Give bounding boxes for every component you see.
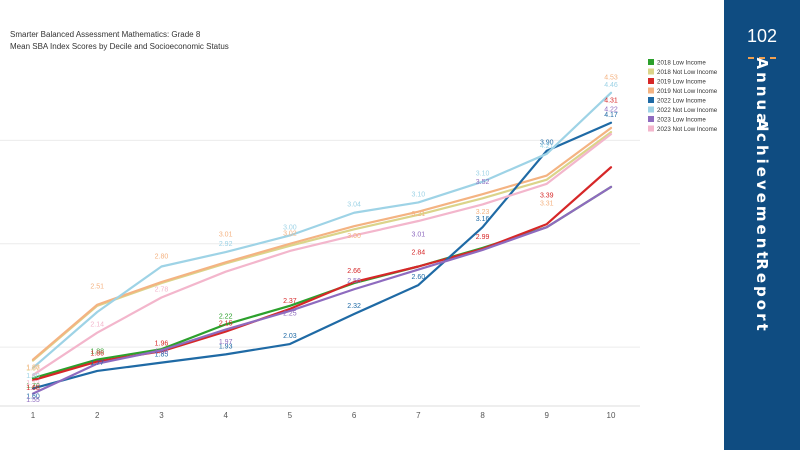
legend-swatch xyxy=(648,106,654,113)
x-tick-label: 7 xyxy=(416,411,421,420)
legend-label: 2022 Not Low Income xyxy=(657,107,718,114)
legend-label: 2023 Low Income xyxy=(657,117,706,124)
data-label: 2.51 xyxy=(90,283,104,290)
legend: 2018 Low Income 2018 Not Low Income 2019 L… xyxy=(648,59,718,133)
x-tick-label: 6 xyxy=(352,411,357,420)
data-label: 1.86 xyxy=(90,351,104,358)
data-label: 1.80 xyxy=(26,373,40,380)
side-banner: 102 Annual Achievement Report xyxy=(724,0,800,450)
data-label: 1.68 xyxy=(26,385,40,392)
data-label: 2.66 xyxy=(347,268,361,275)
page-number-accent xyxy=(748,57,776,59)
series-line xyxy=(31,126,613,361)
series-line xyxy=(31,185,613,380)
data-label: 3.04 xyxy=(347,202,361,209)
data-label: 1.85 xyxy=(155,352,169,359)
x-tick-label: 1 xyxy=(31,411,36,420)
data-label: 3.00 xyxy=(347,233,361,240)
series-line xyxy=(31,185,613,395)
legend-label: 2023 Not Low Income xyxy=(657,126,718,133)
data-label: 3.23 xyxy=(476,209,490,216)
data-label: 3.00 xyxy=(283,224,297,231)
data-label: 3.39 xyxy=(540,192,554,199)
data-label: 1.87 xyxy=(26,366,40,373)
legend-label: 2019 Not Low Income xyxy=(657,88,718,95)
data-label: 2.60 xyxy=(412,274,426,281)
x-tick-label: 8 xyxy=(480,411,485,420)
legend-swatch xyxy=(648,78,654,84)
data-label: 1.55 xyxy=(26,397,40,404)
chart-title: Smarter Balanced Assessment Mathematics:… xyxy=(10,30,201,39)
data-label: 1.93 xyxy=(219,343,233,350)
data-label: 2.25 xyxy=(283,310,297,317)
legend-swatch xyxy=(648,125,654,132)
data-label: 3.31 xyxy=(540,201,554,208)
data-label: 2.03 xyxy=(283,333,297,340)
data-label: 4.53 xyxy=(604,75,618,82)
data-label: 2.14 xyxy=(90,322,104,329)
legend-label: 2018 Low Income xyxy=(657,60,706,67)
x-tick-label: 2 xyxy=(95,411,100,420)
data-label: 3.52 xyxy=(476,179,490,186)
data-label: 1.97 xyxy=(219,339,233,346)
data-label: 4.27 xyxy=(540,143,554,150)
data-label: 4.31 xyxy=(604,97,618,104)
x-tick-label: 4 xyxy=(223,411,228,420)
data-label: 2.22 xyxy=(219,313,233,320)
data-labels: 1.70 1.88 2.22 1.87 1.68 1.86 1.96 2.15 2.37 2.66… xyxy=(26,75,618,404)
data-label: 2.78 xyxy=(155,287,169,294)
legend-swatch xyxy=(648,68,654,75)
series-line xyxy=(31,133,613,377)
data-label: 1.88 xyxy=(90,349,104,356)
data-label: 2.99 xyxy=(476,234,490,241)
series-line xyxy=(31,121,613,390)
page-number: 102 xyxy=(746,26,778,46)
data-label: 1.77 xyxy=(90,360,104,367)
x-tick-label: 10 xyxy=(607,411,616,420)
series-line xyxy=(31,91,613,369)
x-tick-label: 5 xyxy=(288,411,293,420)
banner-word-achievement: Achievement xyxy=(753,118,771,262)
data-label: 2.15 xyxy=(219,321,233,328)
data-label: 2.84 xyxy=(412,249,426,256)
data-label: 3.21 xyxy=(412,211,426,218)
legend-label: 2019 Low Income xyxy=(657,79,706,86)
x-tick-label: 3 xyxy=(159,411,164,420)
legend-swatch xyxy=(648,116,654,122)
x-axis-ticks: 1 2 3 4 5 6 7 8 9 10 xyxy=(31,411,616,420)
data-label: 3.01 xyxy=(412,232,426,239)
legend-swatch xyxy=(648,97,654,103)
data-label: 3.10 xyxy=(476,171,490,178)
chart-subtitle: Mean SBA Index Scores by Decile and Soci… xyxy=(10,42,229,51)
data-label: 1.60 xyxy=(26,393,40,400)
data-label: 2.92 xyxy=(219,241,233,248)
data-label: 2.80 xyxy=(155,253,169,260)
data-label: 1.88 xyxy=(26,365,40,372)
legend-label: 2022 Low Income xyxy=(657,98,706,105)
data-label: 1.88 xyxy=(155,349,169,356)
data-label: 2.32 xyxy=(347,303,361,310)
data-label: 2.37 xyxy=(283,298,297,305)
data-label: 1.73 xyxy=(26,380,40,387)
data-label: 3.16 xyxy=(476,216,490,223)
series-line xyxy=(31,166,613,382)
data-label: 4.22 xyxy=(604,107,618,114)
series-line xyxy=(31,130,613,362)
data-label: 4.17 xyxy=(604,112,618,119)
data-label: 3.90 xyxy=(540,140,554,147)
data-label: 3.02 xyxy=(283,231,297,238)
series-lines xyxy=(31,91,613,395)
data-label: 1.96 xyxy=(155,340,169,347)
legend-label: 2018 Not Low Income xyxy=(657,69,718,76)
legend-swatch xyxy=(648,87,654,94)
data-label: 1.70 xyxy=(26,383,40,390)
banner-word-report: Report xyxy=(753,258,771,334)
data-label: 3.10 xyxy=(412,191,426,198)
data-label: 2.56 xyxy=(347,278,361,285)
data-label: 4.46 xyxy=(604,82,618,89)
x-tick-label: 9 xyxy=(545,411,550,420)
data-label: 3.01 xyxy=(219,232,233,239)
legend-swatch xyxy=(648,59,654,65)
